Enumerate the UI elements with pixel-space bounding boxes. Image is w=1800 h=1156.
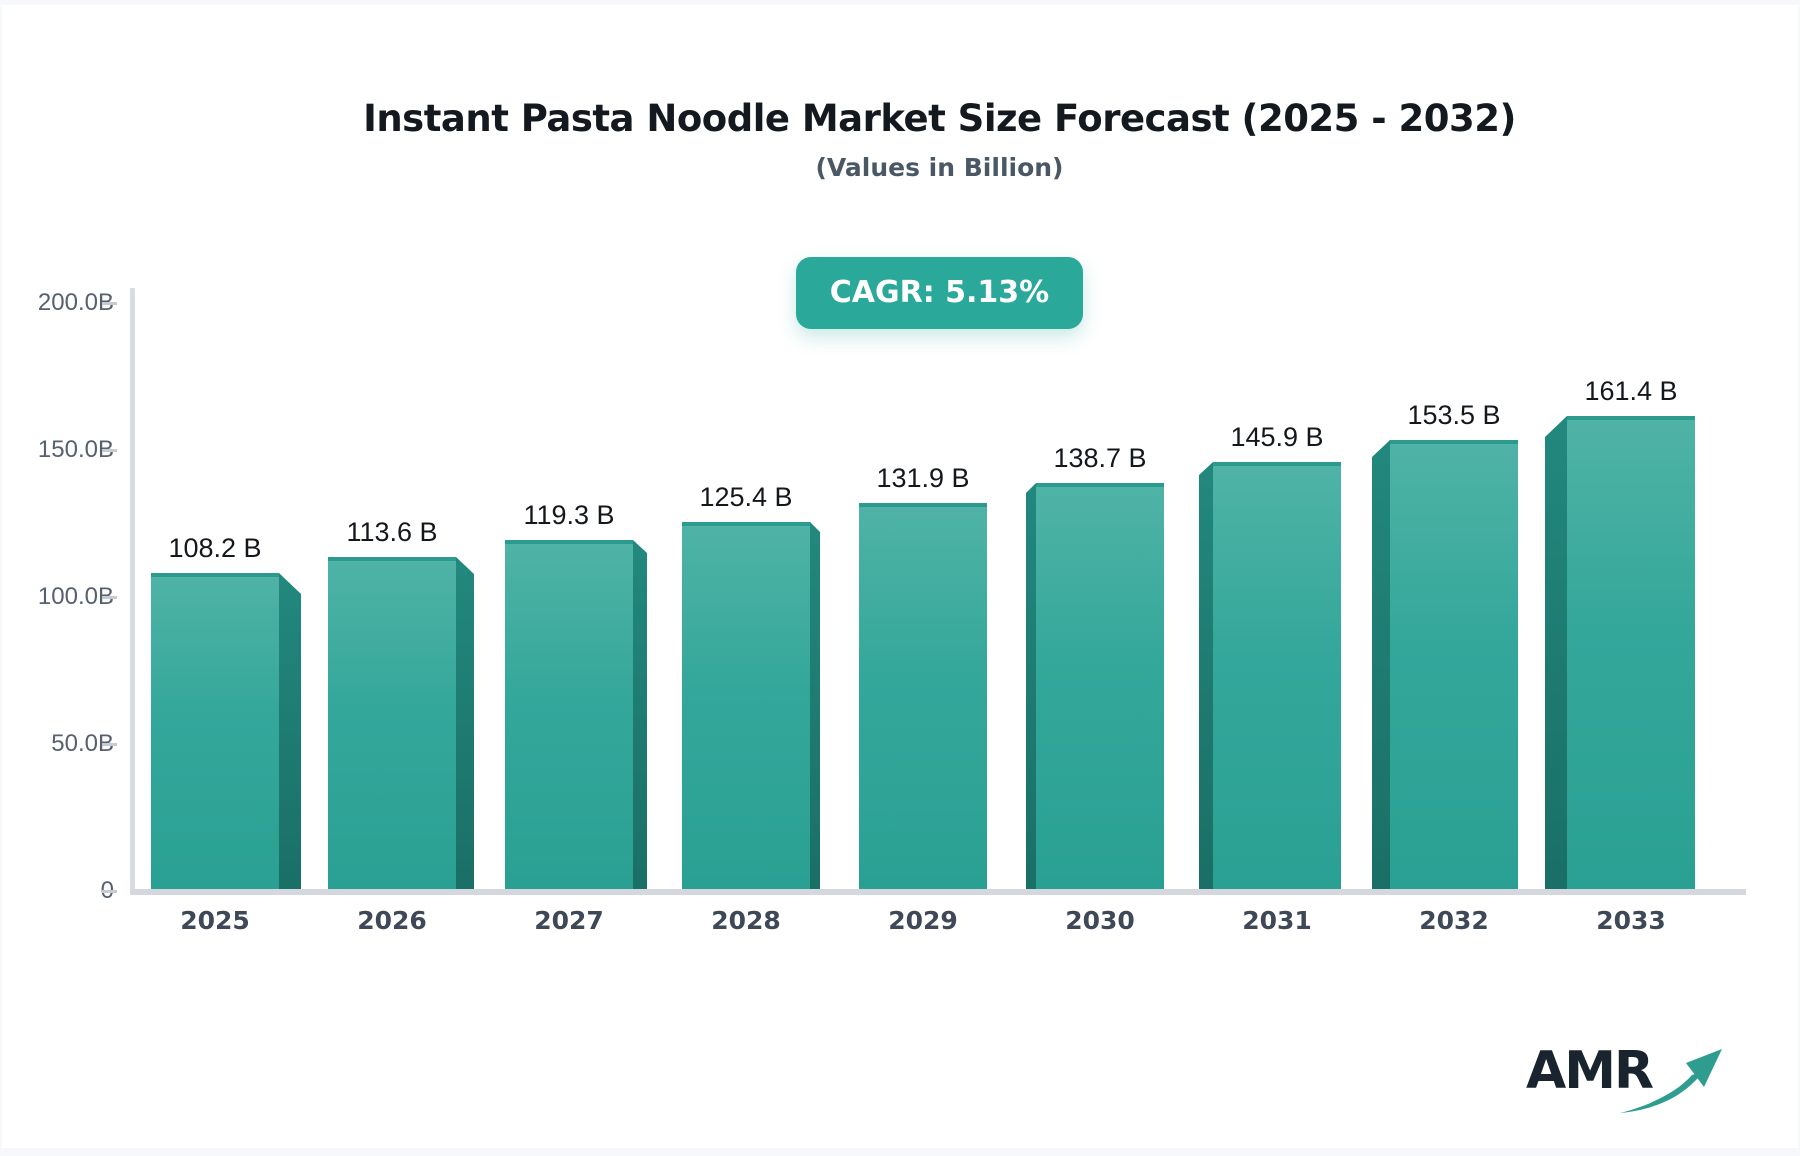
bar-2026[interactable] — [328, 557, 456, 891]
bar-2027[interactable] — [505, 540, 633, 891]
bar-2028[interactable] — [682, 522, 810, 891]
bar-2032[interactable] — [1390, 440, 1518, 891]
bar-value-label-2025: 108.2 B — [168, 533, 262, 563]
bar-2030[interactable] — [1036, 483, 1164, 891]
bar-value-label-2026: 113.6 B — [346, 517, 438, 547]
x-axis-label-2030: 2030 — [1065, 906, 1135, 935]
amr-logo-text: AMR — [1526, 1041, 1654, 1101]
bar-2025[interactable] — [151, 573, 279, 891]
arrow-head — [1686, 1049, 1722, 1087]
bar-side-2026 — [456, 557, 474, 891]
y-tick-label-0: 0 — [2, 878, 114, 904]
chart-title: Instant Pasta Noodle Market Size Forecas… — [363, 97, 1516, 140]
y-tick-mark — [102, 302, 117, 305]
y-axis-line — [130, 288, 135, 894]
bar-2031[interactable] — [1213, 462, 1341, 891]
bar-2033[interactable] — [1567, 416, 1695, 891]
bar-side-2032 — [1372, 440, 1390, 891]
x-axis-label-2033: 2033 — [1596, 906, 1666, 935]
x-axis-label-2029: 2029 — [888, 906, 958, 935]
cagr-badge: CAGR: 5.13% — [795, 257, 1084, 329]
growth-arrow-icon — [1620, 1049, 1722, 1113]
chart-subtitle: (Values in Billion) — [815, 153, 1064, 182]
x-axis-label-2026: 2026 — [357, 906, 427, 935]
bar-value-label-2033: 161.4 B — [1584, 376, 1678, 406]
cagr-badge-row: CAGR: 5.13% — [132, 257, 1747, 329]
bar-value-label-2028: 125.4 B — [699, 482, 793, 512]
bar-value-label-2031: 145.9 B — [1230, 422, 1324, 452]
arrow-swoosh — [1620, 1071, 1704, 1113]
x-axis-label-2032: 2032 — [1419, 906, 1489, 935]
y-tick-mark — [102, 449, 117, 452]
amr-logo: AMR — [1526, 1041, 1736, 1131]
bar-side-2027 — [633, 540, 647, 891]
y-tick-label-200: 200.0B — [37, 289, 114, 316]
bar-side-2031 — [1199, 462, 1213, 891]
bar-value-label-2032: 153.5 B — [1407, 400, 1501, 430]
x-axis-line — [130, 889, 1746, 895]
y-tick-label-100: 100.0B — [37, 583, 114, 610]
x-axis-label-2031: 2031 — [1242, 906, 1312, 935]
y-tick-mark — [102, 743, 117, 746]
y-tick-label-150: 150.0B — [37, 436, 114, 463]
y-tick-label-50: 50.0B — [51, 730, 114, 757]
bar-side-2028 — [810, 522, 820, 891]
bar-value-label-2030: 138.7 B — [1053, 443, 1147, 473]
bar-2029[interactable] — [859, 503, 987, 891]
bar-value-label-2027: 119.3 B — [523, 500, 615, 530]
x-axis-label-2025: 2025 — [180, 906, 250, 935]
x-axis-label-2027: 2027 — [534, 906, 604, 935]
bar-side-2025 — [279, 573, 301, 891]
plot-area: 0 50.0B 100.0B 150.0B 200.0B 108.2 B 2025 113.6… — [2, 5, 1798, 1148]
x-axis-label-2028: 2028 — [711, 906, 781, 935]
bar-value-label-2029: 131.9 B — [876, 463, 970, 493]
y-tick-mark — [102, 890, 117, 893]
bar-side-2033 — [1545, 416, 1567, 891]
chart-card: Instant Pasta Noodle Market Size Forecas… — [2, 5, 1798, 1148]
y-tick-mark — [102, 596, 117, 599]
bar-side-2030 — [1026, 483, 1036, 891]
